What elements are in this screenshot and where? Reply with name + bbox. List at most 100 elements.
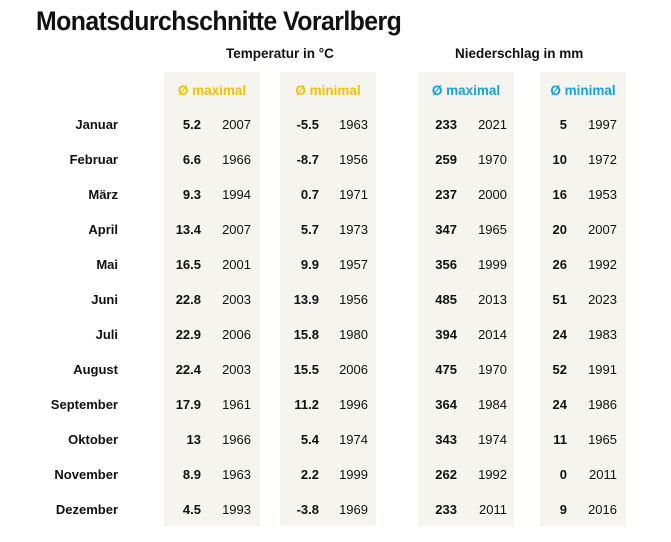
cell-year: 1966 <box>222 152 251 167</box>
cell-value: 11 <box>553 432 567 447</box>
cell-year: 2021 <box>478 117 507 132</box>
cell-year: 1966 <box>222 432 251 447</box>
cell-year: 1965 <box>478 222 507 237</box>
cell-value: 485 <box>435 292 457 307</box>
cell-value: 15.8 <box>293 327 319 342</box>
cell-year: 2006 <box>222 327 251 342</box>
cell-value: 5.4 <box>300 432 319 447</box>
cell-year: 2007 <box>222 222 251 237</box>
cell-value: 364 <box>435 397 457 412</box>
cell-value: -3.8 <box>296 502 319 517</box>
cell-year: 1984 <box>478 397 507 412</box>
cell-value: 24 <box>552 397 567 412</box>
cell-value: 20 <box>552 222 567 237</box>
cell-year: 1996 <box>339 397 368 412</box>
column-header: Ø maximal <box>431 83 501 98</box>
cell-value: 262 <box>435 467 457 482</box>
cell-year: 1969 <box>339 502 368 517</box>
cell-year: 2023 <box>588 292 617 307</box>
month-label: November <box>54 467 118 482</box>
month-label: Juli <box>95 327 118 342</box>
cell-year: 1992 <box>478 467 507 482</box>
cell-value: 4.5 <box>182 502 201 517</box>
month-label: Februar <box>69 152 118 167</box>
cell-value: 51 <box>552 292 567 307</box>
cell-year: 2006 <box>339 362 368 377</box>
column-header: Ø maximal <box>177 83 247 98</box>
cell-value: 9.3 <box>182 187 201 202</box>
cell-value: 26 <box>552 257 567 272</box>
cell-value: 475 <box>435 362 457 377</box>
month-label: Dezember <box>55 502 118 517</box>
cell-year: 1993 <box>222 502 251 517</box>
cell-value: 24 <box>552 327 567 342</box>
cell-value: 11.2 <box>294 397 319 412</box>
cell-year: 2011 <box>479 502 507 517</box>
cell-year: 1994 <box>222 187 251 202</box>
group-title-temperature: Temperatur in °C <box>226 46 334 61</box>
cell-year: 1992 <box>588 257 617 272</box>
cell-value: -5.5 <box>296 117 319 132</box>
cell-year: 2013 <box>478 292 507 307</box>
cell-year: 1971 <box>339 187 368 202</box>
cell-value: 347 <box>435 222 457 237</box>
cell-value: 237 <box>435 187 457 202</box>
cell-year: 2014 <box>478 327 507 342</box>
cell-value: 0 <box>559 467 567 482</box>
column-background <box>280 72 376 526</box>
month-label: September <box>50 397 118 412</box>
column-background <box>418 72 514 526</box>
cell-value: 0.7 <box>300 187 319 202</box>
month-label: August <box>73 362 118 377</box>
cell-year: 2007 <box>222 117 251 132</box>
cell-year: 2003 <box>222 292 251 307</box>
cell-value: 5.2 <box>182 117 201 132</box>
cell-year: 1970 <box>478 152 507 167</box>
cell-year: 1974 <box>339 432 368 447</box>
month-label: Juni <box>91 292 118 307</box>
column-background <box>164 72 260 526</box>
column-header: Ø minimal <box>550 83 616 98</box>
cell-value: 5.7 <box>300 222 319 237</box>
cell-value: 6.6 <box>182 152 201 167</box>
cell-year: 1956 <box>339 152 368 167</box>
cell-year: 1999 <box>478 257 507 272</box>
cell-year: 1957 <box>339 257 368 272</box>
cell-year: 1963 <box>339 117 368 132</box>
page-title: Monatsdurchschnitte Vorarlberg <box>36 6 402 36</box>
cell-value: 2.2 <box>300 467 319 482</box>
month-label: Januar <box>75 117 118 132</box>
month-label: März <box>88 187 118 202</box>
cell-year: 2001 <box>222 257 251 272</box>
cell-year: 2000 <box>478 187 507 202</box>
cell-value: 13.4 <box>175 222 201 237</box>
cell-value: -8.7 <box>296 152 319 167</box>
group-title-precipitation: Niederschlag in mm <box>455 46 584 61</box>
cell-year: 1972 <box>588 152 617 167</box>
month-label: Oktober <box>68 432 118 447</box>
cell-value: 52 <box>552 362 567 377</box>
cell-year: 1973 <box>339 222 368 237</box>
cell-year: 1956 <box>339 292 368 307</box>
cell-year: 1965 <box>588 432 617 447</box>
cell-value: 22.9 <box>175 327 201 342</box>
cell-value: 16.5 <box>175 257 201 272</box>
cell-year: 1983 <box>588 327 617 342</box>
cell-year: 1953 <box>588 187 617 202</box>
cell-value: 8.9 <box>182 467 201 482</box>
cell-year: 1991 <box>588 362 617 377</box>
cell-year: 2007 <box>588 222 617 237</box>
month-label: Mai <box>96 257 118 272</box>
cell-year: 1999 <box>339 467 368 482</box>
cell-value: 233 <box>435 502 457 517</box>
cell-value: 16 <box>552 187 567 202</box>
cell-value: 343 <box>435 432 457 447</box>
cell-value: 394 <box>435 327 457 342</box>
cell-value: 9 <box>559 502 567 517</box>
cell-year: 1970 <box>478 362 507 377</box>
cell-value: 356 <box>435 257 457 272</box>
cell-year: 2016 <box>588 502 617 517</box>
cell-value: 13.9 <box>293 292 319 307</box>
cell-year: 2011 <box>589 467 617 482</box>
cell-year: 1997 <box>588 117 617 132</box>
